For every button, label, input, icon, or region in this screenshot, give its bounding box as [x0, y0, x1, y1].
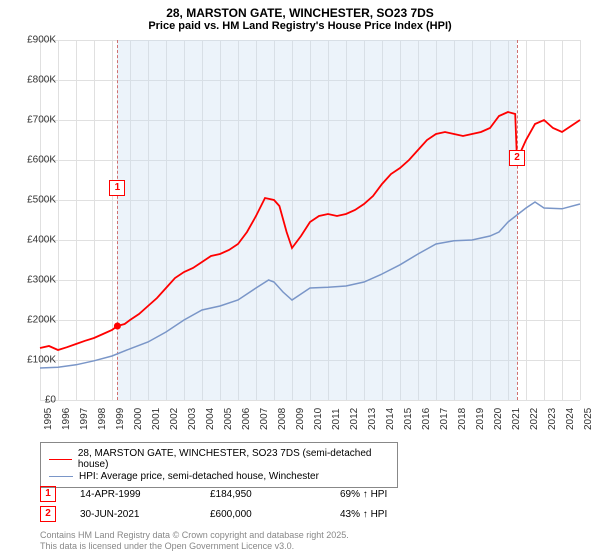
x-tick-label: 1997 [79, 408, 90, 430]
x-tick-label: 2007 [259, 408, 270, 430]
x-tick-label: 2012 [349, 408, 360, 430]
footer-attribution: Contains HM Land Registry data © Crown c… [40, 530, 349, 552]
x-tick-label: 2001 [151, 408, 162, 430]
y-tick-label: £100K [27, 355, 56, 366]
x-tick-label: 2015 [403, 408, 414, 430]
legend-item: HPI: Average price, semi-detached house,… [49, 471, 389, 482]
chart-container: 28, MARSTON GATE, WINCHESTER, SO23 7DS P… [0, 0, 600, 560]
x-tick-label: 2011 [331, 408, 342, 430]
sale-marker-2: 2 [509, 150, 525, 166]
x-tick-label: 1996 [61, 408, 72, 430]
sale-row-marker: 1 [40, 486, 56, 502]
y-tick-label: £600K [27, 155, 56, 166]
y-tick-label: £500K [27, 195, 56, 206]
sale-price: £184,950 [210, 489, 340, 500]
x-tick-label: 2017 [439, 408, 450, 430]
x-tick-label: 2022 [529, 408, 540, 430]
x-tick-label: 2018 [457, 408, 468, 430]
y-tick-label: £800K [27, 75, 56, 86]
legend-label: 28, MARSTON GATE, WINCHESTER, SO23 7DS (… [78, 448, 389, 470]
x-tick-label: 2006 [241, 408, 252, 430]
x-tick-label: 2019 [475, 408, 486, 430]
sale-row-marker: 2 [40, 506, 56, 522]
sale-delta: 69% ↑ HPI [340, 489, 470, 500]
x-tick-label: 2023 [547, 408, 558, 430]
x-tick-label: 2000 [133, 408, 144, 430]
footer-line2: This data is licensed under the Open Gov… [40, 541, 349, 552]
chart-subtitle: Price paid vs. HM Land Registry's House … [0, 20, 600, 36]
sale-row: 1 14-APR-1999£184,95069% ↑ HPI [40, 486, 470, 502]
x-tick-label: 2021 [511, 408, 522, 430]
sale-date: 30-JUN-2021 [80, 509, 210, 520]
line-plot [40, 40, 580, 400]
plot-area: 12 [40, 40, 580, 400]
y-tick-label: £900K [27, 35, 56, 46]
sale-price: £600,000 [210, 509, 340, 520]
gridline-v [580, 40, 581, 400]
x-tick-label: 2020 [493, 408, 504, 430]
x-tick-label: 2002 [169, 408, 180, 430]
x-tick-label: 2003 [187, 408, 198, 430]
chart-title: 28, MARSTON GATE, WINCHESTER, SO23 7DS [0, 0, 600, 20]
x-tick-label: 2009 [295, 408, 306, 430]
sales-table: 1 14-APR-1999£184,95069% ↑ HPI 2 30-JUN-202… [40, 486, 470, 526]
legend-swatch [49, 476, 73, 477]
x-tick-label: 2013 [367, 408, 378, 430]
x-tick-label: 1998 [97, 408, 108, 430]
x-tick-label: 2010 [313, 408, 324, 430]
y-tick-label: £300K [27, 275, 56, 286]
footer-line1: Contains HM Land Registry data © Crown c… [40, 530, 349, 541]
legend-item: 28, MARSTON GATE, WINCHESTER, SO23 7DS (… [49, 448, 389, 470]
y-tick-label: £400K [27, 235, 56, 246]
x-tick-label: 2016 [421, 408, 432, 430]
series-hpi [40, 202, 580, 368]
sale-marker-1: 1 [109, 180, 125, 196]
y-tick-label: £200K [27, 315, 56, 326]
legend: 28, MARSTON GATE, WINCHESTER, SO23 7DS (… [40, 442, 398, 488]
gridline-h [40, 400, 580, 401]
sale-delta: 43% ↑ HPI [340, 509, 470, 520]
legend-label: HPI: Average price, semi-detached house,… [79, 471, 319, 482]
y-tick-label: £0 [45, 395, 56, 406]
x-tick-label: 2008 [277, 408, 288, 430]
x-tick-label: 2005 [223, 408, 234, 430]
legend-swatch [49, 459, 72, 460]
x-tick-label: 2024 [565, 408, 576, 430]
x-tick-label: 2025 [583, 408, 594, 430]
x-tick-label: 1999 [115, 408, 126, 430]
x-tick-label: 2014 [385, 408, 396, 430]
sale-row: 2 30-JUN-2021£600,00043% ↑ HPI [40, 506, 470, 522]
x-tick-label: 1995 [43, 408, 54, 430]
sale-dot-1 [114, 323, 121, 330]
x-tick-label: 2004 [205, 408, 216, 430]
sale-date: 14-APR-1999 [80, 489, 210, 500]
y-tick-label: £700K [27, 115, 56, 126]
